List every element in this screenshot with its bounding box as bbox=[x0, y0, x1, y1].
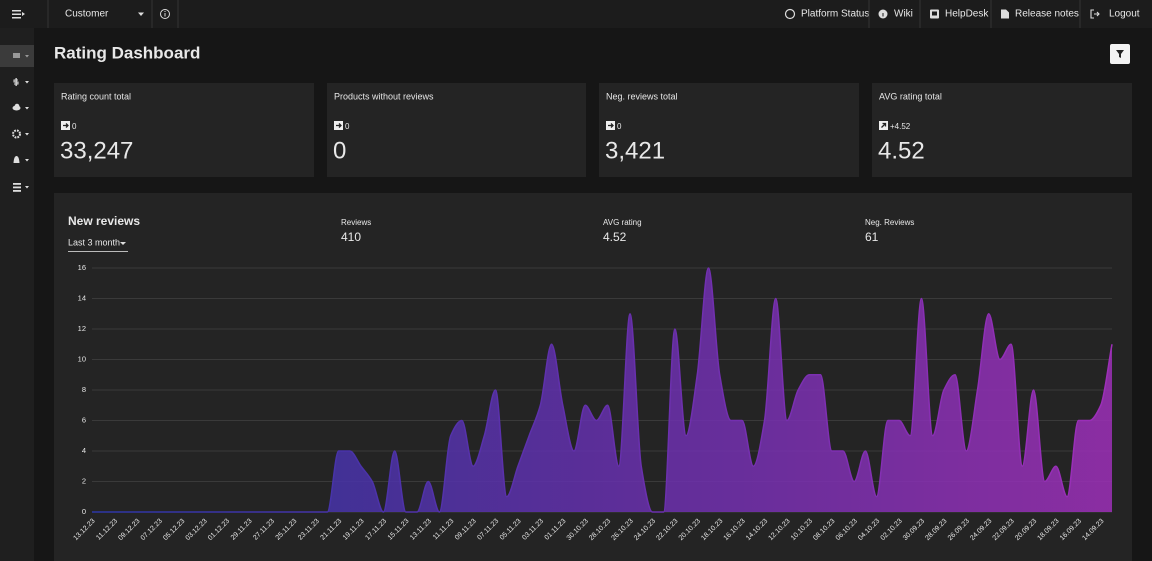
link-helpdesk[interactable]: HelpDesk bbox=[930, 9, 989, 20]
stat-value: 4.52 bbox=[603, 230, 627, 244]
nav-list[interactable] bbox=[13, 183, 29, 192]
nav-ratings[interactable] bbox=[0, 45, 34, 67]
nav-settings[interactable] bbox=[12, 129, 29, 139]
card-bg bbox=[327, 83, 586, 177]
link-platform-status[interactable]: Platform Status bbox=[784, 8, 870, 20]
cards: Rating count total 0 33,247 Products withou… bbox=[54, 83, 1132, 177]
stat-value: 410 bbox=[341, 230, 361, 244]
link-label: Logout bbox=[1109, 9, 1140, 20]
icon bbox=[13, 183, 21, 185]
card-delta: 0 bbox=[345, 122, 350, 131]
icon bbox=[1001, 9, 1009, 19]
icon bbox=[13, 156, 20, 163]
link-label: HelpDesk bbox=[945, 9, 989, 20]
icon bbox=[1090, 9, 1100, 19]
card-bg bbox=[599, 83, 859, 177]
y-tick-label: 4 bbox=[82, 446, 86, 455]
caret bbox=[25, 133, 29, 136]
stat-label: Reviews bbox=[341, 218, 371, 227]
y-tick-label: 8 bbox=[82, 385, 86, 394]
page-title: Rating Dashboard bbox=[54, 43, 200, 62]
icon bbox=[164, 13, 166, 17]
nav-finance[interactable] bbox=[13, 78, 29, 86]
icon bbox=[12, 10, 21, 12]
stats: Reviews 410 AVG rating 4.52 Neg. Reviews 61 bbox=[341, 218, 914, 244]
card-delta: 0 bbox=[617, 122, 622, 131]
card-value: 3,421 bbox=[605, 137, 665, 164]
icon bbox=[12, 129, 21, 139]
caret bbox=[120, 242, 126, 245]
stat-label: AVG rating bbox=[603, 218, 642, 227]
link-wiki[interactable]: Wiki bbox=[878, 9, 913, 20]
y-tick-label: 6 bbox=[82, 415, 86, 424]
icon bbox=[13, 79, 19, 85]
icon bbox=[164, 11, 166, 12]
card-bg bbox=[872, 83, 1132, 177]
topbar: Customer Platform Status Wiki HelpDesk R… bbox=[0, 0, 1152, 28]
y-tick-label: 10 bbox=[78, 354, 86, 363]
sidebar bbox=[0, 28, 34, 561]
y-tick-label: 16 bbox=[78, 263, 86, 272]
icon bbox=[932, 11, 937, 16]
nav-alerts[interactable] bbox=[13, 156, 30, 163]
caret bbox=[25, 107, 29, 110]
card-bg bbox=[54, 83, 314, 177]
icon bbox=[22, 12, 25, 16]
stat-value: 61 bbox=[865, 230, 879, 244]
icon bbox=[12, 13, 21, 15]
card-label: Rating count total bbox=[61, 91, 131, 101]
topbar-bg bbox=[0, 0, 1152, 28]
icon bbox=[13, 190, 21, 192]
info-button[interactable] bbox=[160, 9, 170, 19]
period-select[interactable]: Last 3 month bbox=[68, 237, 128, 252]
card-delta: +4.52 bbox=[890, 122, 911, 131]
sidebar-bg bbox=[0, 28, 34, 561]
nav-cloud[interactable] bbox=[12, 103, 30, 111]
customer-label: Customer bbox=[65, 9, 109, 20]
period-label: Last 3 month bbox=[68, 237, 120, 247]
y-tick-label: 14 bbox=[78, 293, 86, 302]
icon bbox=[12, 17, 21, 19]
customer-select[interactable]: Customer bbox=[65, 9, 144, 20]
y-tick-label: 2 bbox=[82, 476, 86, 485]
caret bbox=[25, 186, 29, 189]
stat-label: Neg. Reviews bbox=[865, 218, 914, 227]
card-value: 4.52 bbox=[878, 137, 925, 164]
panel-title: New reviews bbox=[68, 214, 140, 228]
link-label: Release notes bbox=[1015, 9, 1079, 20]
card-label: Neg. reviews total bbox=[606, 91, 678, 101]
delta-arrow bbox=[63, 123, 69, 128]
link-release-notes[interactable]: Release notes bbox=[1001, 9, 1079, 20]
filter-button[interactable] bbox=[1110, 44, 1130, 64]
caret bbox=[25, 81, 29, 84]
icon bbox=[882, 13, 884, 17]
icon bbox=[13, 186, 21, 189]
card-value: 0 bbox=[333, 137, 346, 164]
delta-arrow bbox=[336, 123, 342, 128]
y-tick-label: 12 bbox=[78, 324, 86, 333]
card-delta: 0 bbox=[72, 122, 77, 131]
icon bbox=[14, 103, 20, 109]
link-logout[interactable]: Logout bbox=[1090, 9, 1140, 20]
line bbox=[91, 267, 1113, 513]
card-value: 33,247 bbox=[60, 137, 133, 164]
caret bbox=[138, 12, 144, 16]
caret bbox=[25, 55, 29, 58]
delta-arrow bbox=[881, 122, 887, 128]
card-label: Products without reviews bbox=[334, 91, 434, 101]
icon bbox=[13, 53, 20, 58]
link-label: Platform Status bbox=[801, 9, 869, 20]
card-label: AVG rating total bbox=[879, 91, 942, 101]
link-label: Wiki bbox=[894, 9, 913, 20]
menu-button[interactable] bbox=[12, 10, 25, 19]
delta-arrow bbox=[608, 123, 614, 128]
icon bbox=[160, 9, 170, 19]
y-tick-label: 0 bbox=[82, 507, 86, 516]
caret bbox=[25, 159, 29, 162]
icon bbox=[1116, 50, 1124, 58]
icon bbox=[784, 8, 796, 20]
